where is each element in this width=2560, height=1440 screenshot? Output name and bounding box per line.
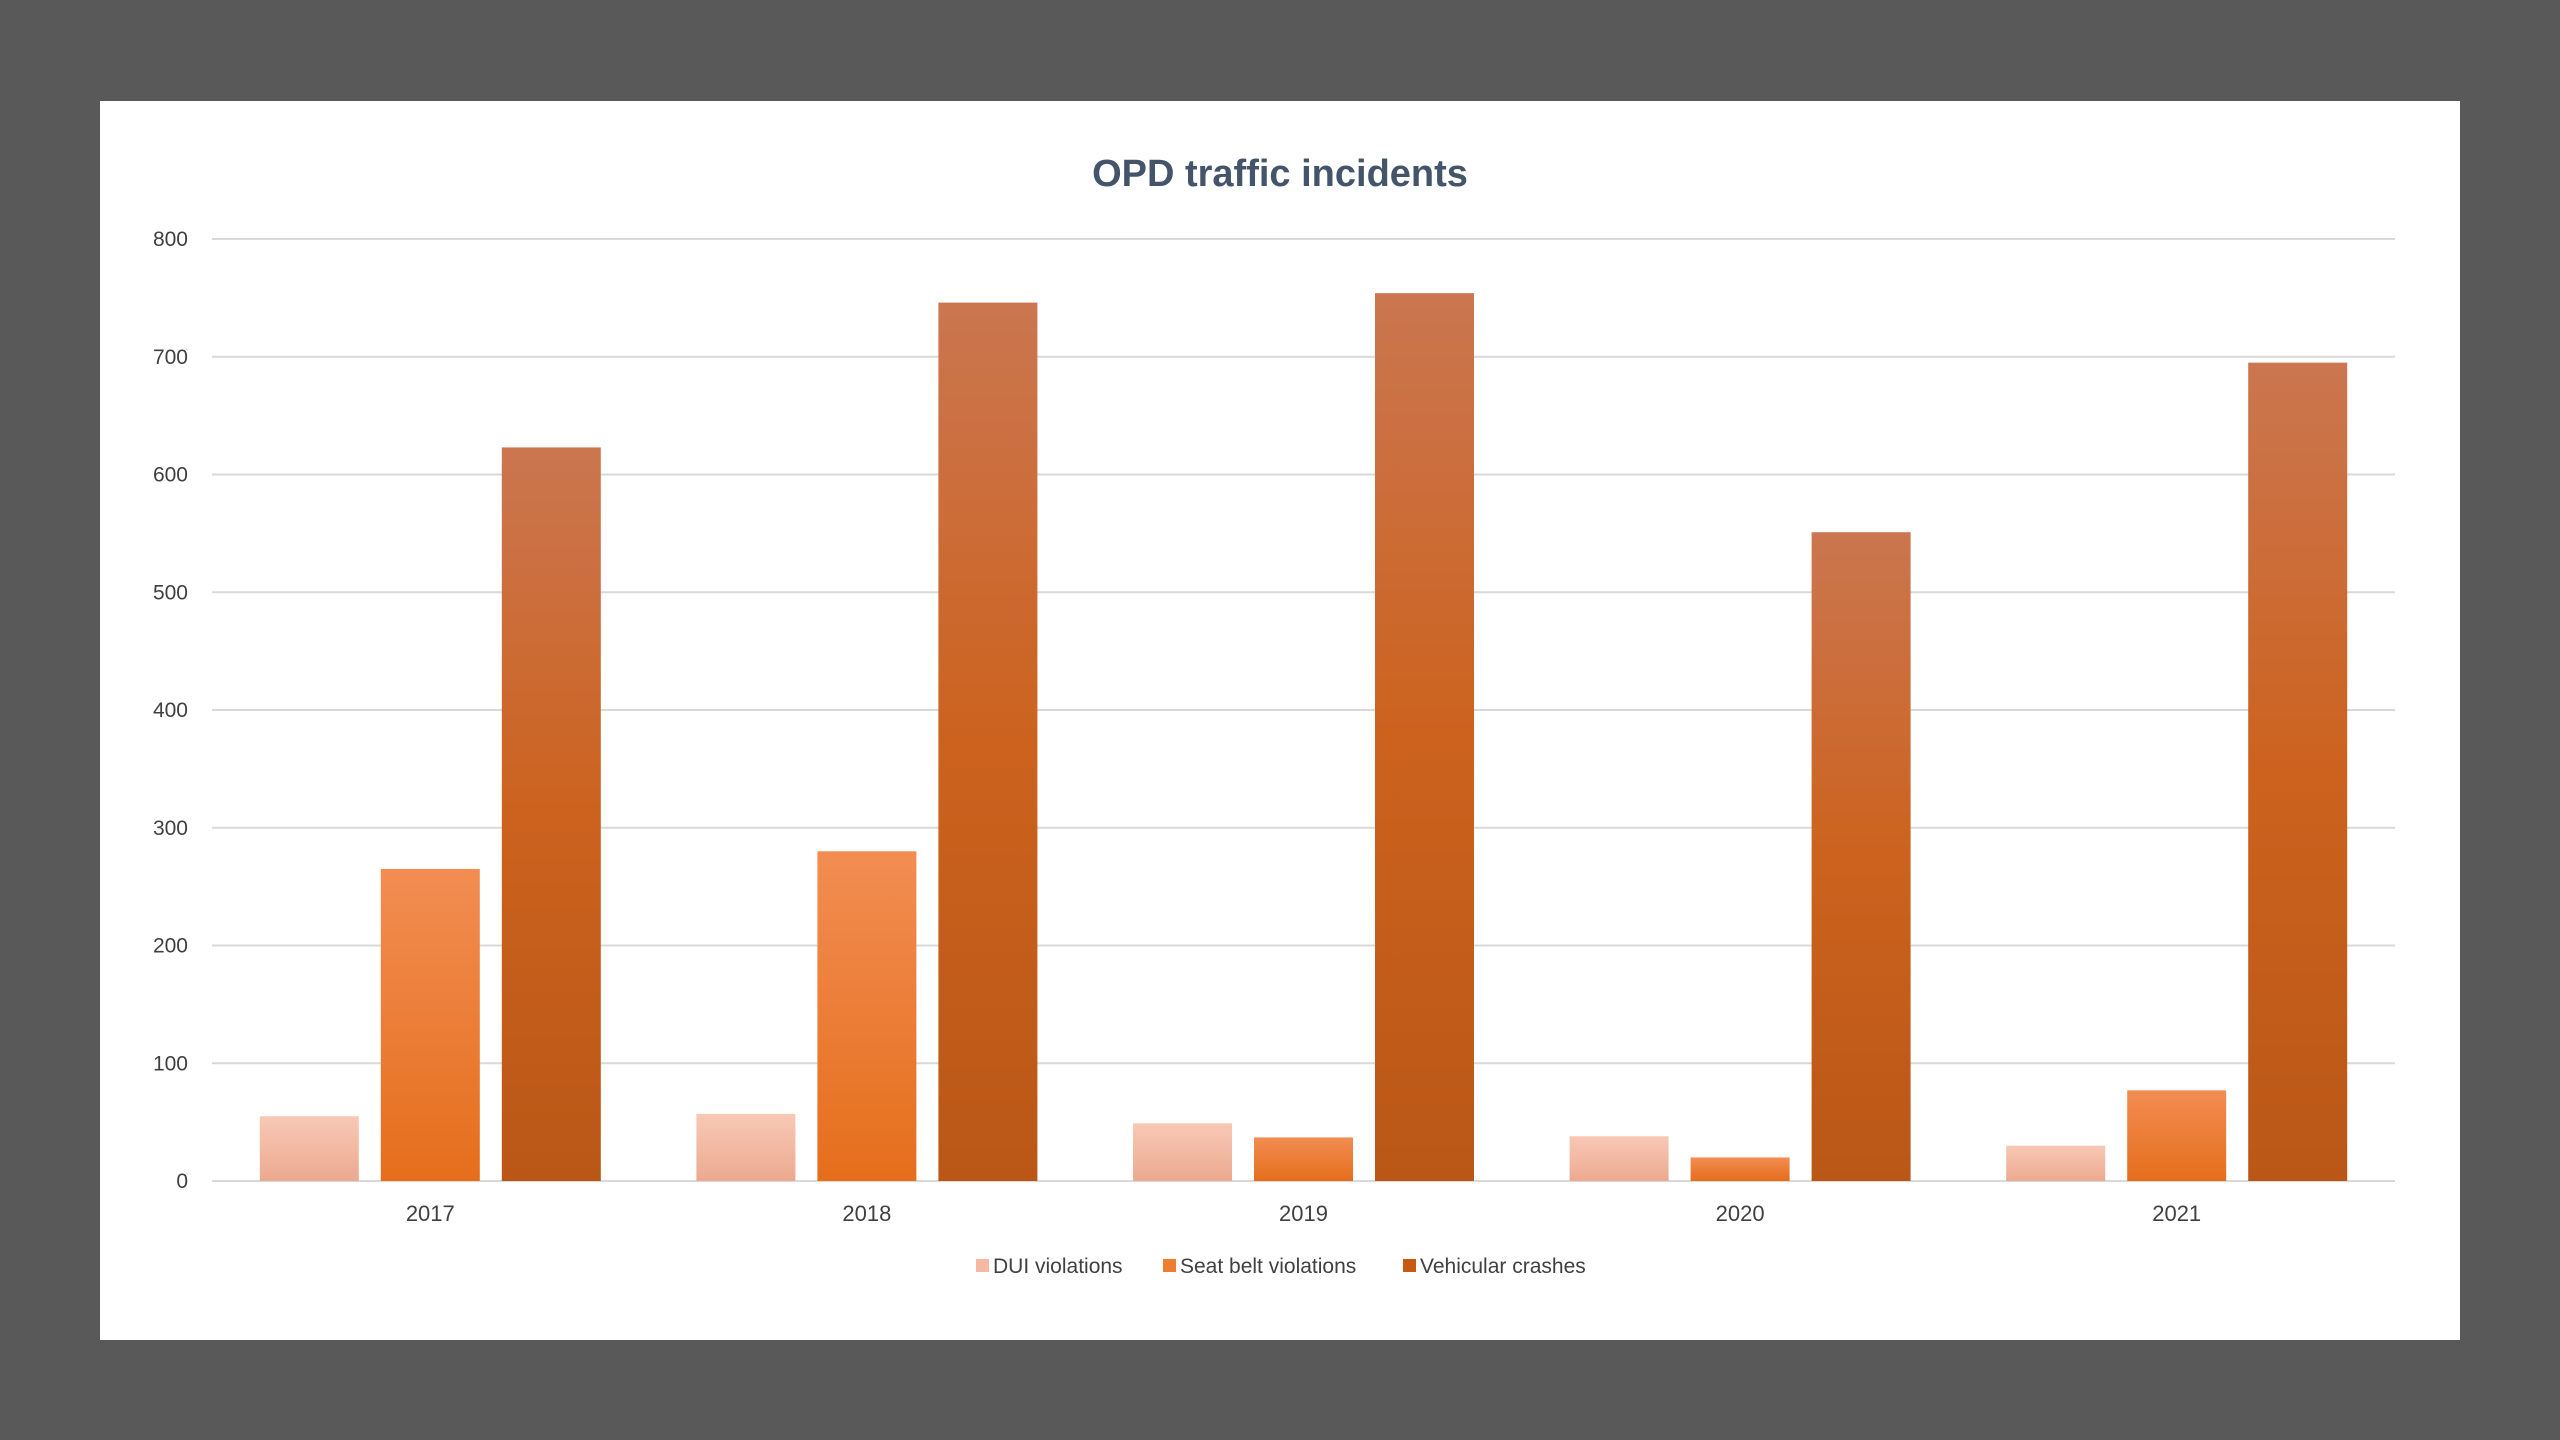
x-tick-label: 2017: [406, 1201, 455, 1226]
bar-vehicular-crashes-2019: [1375, 293, 1474, 1181]
bar-dui-violations-2019: [1133, 1123, 1232, 1181]
bar-seat-belt-violations-2020: [1690, 1157, 1790, 1181]
legend-label: Vehicular crashes: [1420, 1255, 1586, 1278]
bar-dui-violations-2017: [259, 1116, 359, 1181]
x-axis-ticks: 2017 2018 2019 2020 2021: [406, 1201, 2201, 1226]
legend-swatch: [1163, 1259, 1176, 1272]
y-tick-label: 200: [153, 935, 188, 958]
bar-seat-belt-violations-2021: [2127, 1090, 2227, 1181]
bar-vehicular-crashes-2017: [501, 447, 601, 1182]
y-tick-label: 300: [153, 817, 188, 840]
y-tick-label: 0: [176, 1170, 188, 1193]
bar-vehicular-crashes-2018: [938, 302, 1038, 1181]
y-tick-label: 700: [153, 346, 188, 369]
legend-label: DUI violations: [993, 1255, 1123, 1278]
bar-seat-belt-violations-2017: [380, 868, 480, 1181]
y-tick-label: 100: [153, 1052, 188, 1075]
x-tick-label: 2018: [842, 1201, 891, 1226]
y-tick-label: 600: [153, 464, 188, 487]
bars: [259, 293, 2348, 1182]
bar-seat-belt-violations-2018: [817, 851, 917, 1181]
x-tick-label: 2020: [1716, 1201, 1765, 1226]
y-tick-label: 400: [153, 699, 188, 722]
chart-title: OPD traffic incidents: [1092, 153, 1468, 195]
legend: DUI violations Seat belt violations Vehicu…: [976, 1255, 1586, 1278]
legend-swatch: [1403, 1259, 1416, 1272]
bar-seat-belt-violations-2019: [1254, 1137, 1353, 1181]
chart-card: OPD traffic incidents 0 100 200 300 400 500 60…: [100, 101, 2460, 1340]
bar-chart: OPD traffic incidents 0 100 200 300 400 500 60…: [153, 153, 2395, 1278]
bar-dui-violations-2020: [1569, 1136, 1669, 1181]
bar-dui-violations-2021: [2006, 1145, 2106, 1181]
y-tick-label: 800: [153, 228, 188, 251]
x-tick-label: 2019: [1279, 1201, 1328, 1226]
y-tick-label: 500: [153, 581, 188, 604]
bar-vehicular-crashes-2020: [1811, 532, 1911, 1181]
x-tick-label: 2021: [2152, 1201, 2201, 1226]
legend-label: Seat belt violations: [1180, 1255, 1356, 1278]
bar-dui-violations-2018: [696, 1113, 796, 1181]
y-axis-ticks: 0 100 200 300 400 500 600 700 800: [153, 228, 188, 1193]
legend-swatch: [976, 1259, 989, 1272]
bar-vehicular-crashes-2021: [2248, 362, 2348, 1181]
